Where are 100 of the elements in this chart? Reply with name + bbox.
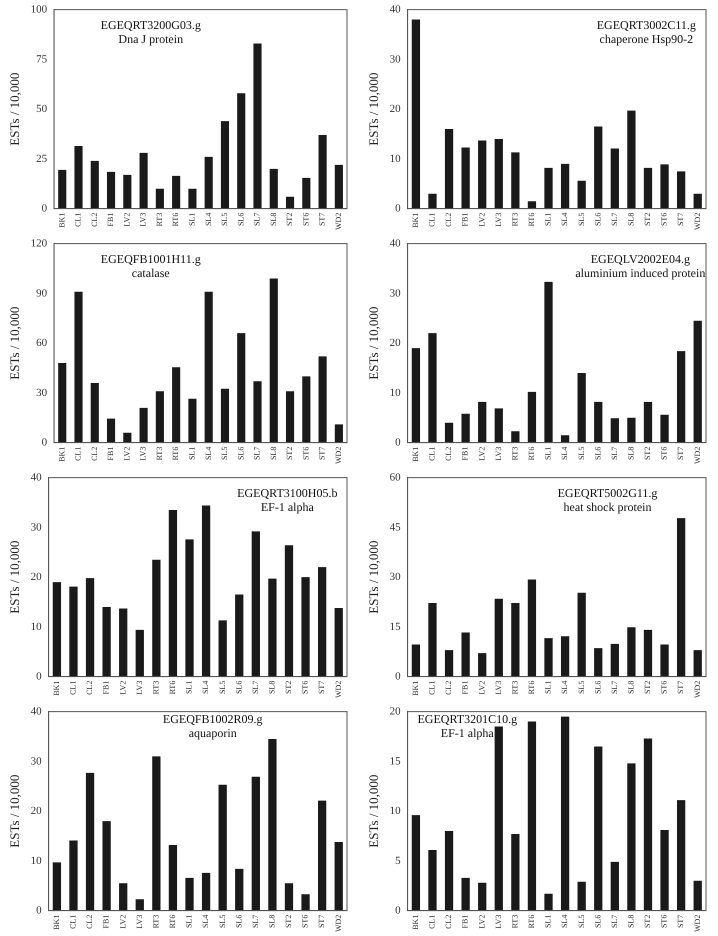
bar — [204, 292, 213, 443]
bar — [660, 414, 669, 443]
bar — [660, 830, 669, 911]
x-tick-label: FB1 — [460, 446, 470, 460]
x-tick-label: ST6 — [660, 914, 669, 928]
x-tick-label: BK1 — [410, 212, 420, 228]
y-tick-label: 20 — [390, 103, 402, 116]
bar — [270, 168, 278, 209]
bar — [119, 883, 128, 911]
y-tick-label: 30 — [390, 571, 402, 584]
bar — [74, 146, 83, 209]
x-tick-label: CL1 — [68, 914, 78, 929]
x-tick-label: ST7 — [676, 446, 686, 460]
bar — [102, 606, 111, 677]
x-tick-label: SL7 — [252, 212, 262, 226]
bar — [136, 899, 144, 911]
bar — [119, 608, 128, 677]
y-tick-label: 30 — [30, 755, 42, 768]
bar — [136, 630, 144, 677]
bar — [578, 180, 586, 209]
x-tick-label: CL1 — [74, 446, 83, 461]
bar — [511, 431, 520, 443]
x-tick-label: RT6 — [527, 446, 536, 460]
x-tick-label: CL2 — [85, 680, 94, 695]
x-tick-label: WD2 — [334, 212, 343, 230]
bar — [284, 883, 294, 911]
x-tick-label: RT6 — [527, 212, 536, 226]
bar — [494, 408, 503, 443]
y-tick-label: 90 — [36, 287, 48, 300]
bar — [301, 577, 310, 677]
text: EGEQRT3200G03.g — [100, 18, 201, 32]
y-tick-label: 15 — [390, 620, 402, 633]
bar — [270, 278, 278, 443]
x-tick-label: RT6 — [168, 914, 178, 928]
x-tick-label: SL8 — [267, 680, 276, 694]
bar — [511, 603, 520, 677]
bar — [334, 842, 343, 911]
x-tick-label: SL7 — [250, 914, 260, 928]
bar — [188, 398, 196, 443]
y-axis-title: ESTs / 10,000 — [366, 306, 382, 380]
bar — [140, 152, 148, 209]
x-tick-label: ST7 — [676, 680, 686, 694]
x-tick-label: CL1 — [428, 680, 437, 695]
x-tick-label: CL2 — [444, 212, 454, 227]
bar — [152, 560, 160, 677]
x-tick-label: RT3 — [510, 212, 520, 226]
text: catalase — [132, 266, 170, 280]
x-tick-label: CL1 — [428, 914, 437, 929]
bar — [461, 147, 470, 209]
x-tick-label: FB1 — [106, 212, 116, 226]
x-tick-label: SL4 — [560, 212, 570, 226]
bar — [204, 156, 213, 209]
x-tick-label: CL1 — [74, 212, 83, 227]
x-tick-label: RT3 — [510, 446, 520, 460]
bar — [428, 850, 437, 911]
bar — [494, 598, 503, 677]
text: aluminium induced protein — [575, 266, 706, 280]
bar — [676, 351, 686, 443]
bar — [627, 627, 636, 677]
bar — [644, 168, 652, 209]
bar — [560, 716, 570, 911]
x-tick-label: LV2 — [122, 212, 132, 227]
x-tick-label: FB1 — [460, 914, 470, 928]
bar — [594, 126, 602, 209]
bar — [156, 391, 164, 443]
text: EGEQRT3002C11.g — [596, 18, 696, 32]
bar — [237, 333, 246, 443]
x-tick-label: SL6 — [234, 914, 244, 928]
x-tick-label: CL2 — [90, 446, 99, 461]
x-tick-label: FB1 — [460, 680, 470, 694]
bar — [172, 176, 180, 209]
y-tick-label: 50 — [36, 103, 48, 116]
bar — [235, 868, 244, 911]
bar — [594, 648, 602, 677]
x-tick-label: SL4 — [560, 680, 570, 694]
x-tick-label: CL2 — [444, 914, 454, 929]
x-tick-label: SL7 — [610, 446, 619, 460]
bar — [318, 800, 326, 911]
x-tick-label: WD2 — [692, 680, 702, 698]
bar — [627, 110, 636, 209]
bar — [412, 815, 420, 911]
x-tick-label: ST7 — [317, 680, 326, 694]
x-tick-label: SL1 — [188, 212, 197, 226]
x-tick-label: ST7 — [676, 914, 686, 928]
text: heat shock protein — [564, 500, 652, 514]
y-tick-label: 0 — [395, 202, 402, 215]
y-tick-label: 0 — [395, 436, 402, 449]
x-tick-label: ST2 — [643, 212, 652, 226]
x-tick-label: FB1 — [102, 680, 111, 694]
x-tick-label: RT3 — [154, 446, 164, 460]
bar — [528, 722, 536, 911]
bar — [318, 567, 326, 677]
x-tick-label: ST6 — [660, 212, 669, 226]
bar — [610, 148, 619, 209]
bar — [461, 414, 470, 443]
text: EGEQFB1001H11.g — [100, 252, 201, 266]
x-tick-label: SL1 — [184, 914, 194, 928]
bar — [544, 282, 553, 443]
x-tick-label: SL8 — [626, 914, 636, 928]
x-tick-label: RT6 — [527, 914, 536, 928]
